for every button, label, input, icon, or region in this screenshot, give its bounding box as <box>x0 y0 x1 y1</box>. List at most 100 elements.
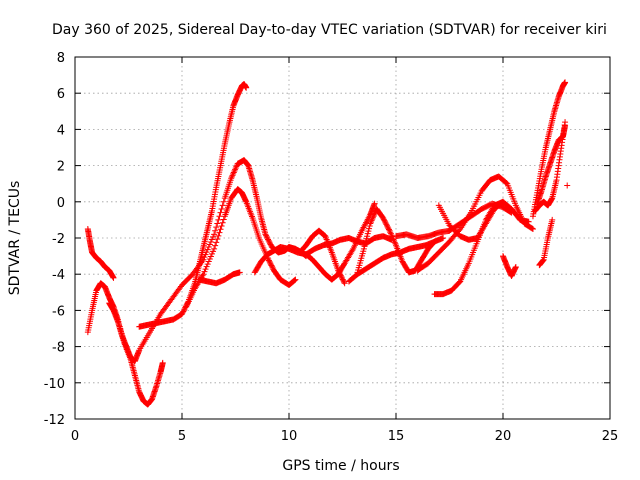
data-point-marker <box>291 277 298 284</box>
series-arc-5 <box>183 186 299 310</box>
y-tick-label: -8 <box>52 341 65 356</box>
data-point-marker <box>200 271 207 278</box>
chart-title: Day 360 of 2025, Sidereal Day-to-day VTE… <box>52 22 607 38</box>
data-point-marker <box>368 217 375 224</box>
y-tick-label: 8 <box>57 51 65 66</box>
data-point-marker <box>525 218 532 225</box>
data-point-marker <box>385 226 392 233</box>
data-point-marker <box>339 275 346 282</box>
data-point-marker <box>367 220 374 227</box>
data-point-marker <box>389 235 396 241</box>
data-point-marker <box>363 235 370 242</box>
data-point-marker <box>159 359 166 366</box>
data-point-marker <box>110 274 117 281</box>
data-point-marker <box>387 229 394 236</box>
data-point-marker <box>369 216 376 223</box>
data-point-marker <box>385 225 392 232</box>
data-point-marker <box>392 240 399 247</box>
data-point-marker <box>384 223 391 230</box>
data-point-marker <box>382 218 389 225</box>
data-point-marker <box>391 237 398 244</box>
data-point-marker <box>262 231 269 238</box>
data-point-marker <box>218 206 225 213</box>
data-point-marker <box>380 215 387 222</box>
data-point-marker <box>220 198 227 205</box>
data-point-marker <box>215 216 222 223</box>
data-point-marker <box>208 250 215 257</box>
data-point-marker <box>380 216 387 223</box>
grid-lines <box>75 57 610 419</box>
data-point-marker <box>219 202 226 209</box>
data-point-marker <box>371 200 378 207</box>
data-point-marker <box>236 269 243 276</box>
data-point-marker <box>500 198 506 205</box>
data-point-marker <box>211 245 218 252</box>
series-arc-20 <box>536 216 556 269</box>
data-point-marker <box>212 242 219 249</box>
axis-ticks: 0 5 10 15 20 25 -12 -10 -8 -6 -4 -2 0 2 4 6 8 <box>44 51 619 444</box>
data-point-marker <box>216 229 223 236</box>
data-point-marker <box>266 238 273 245</box>
data-point-marker <box>201 268 208 275</box>
data-point-marker <box>220 216 227 223</box>
data-point-marker <box>549 216 556 223</box>
data-point-marker <box>266 240 273 247</box>
data-point-marker <box>512 263 519 270</box>
data-point-marker <box>340 261 347 268</box>
x-axis-label: GPS time / hours <box>282 458 399 474</box>
data-point-marker <box>370 213 377 220</box>
data-point-marker <box>210 233 217 240</box>
data-point-marker <box>210 248 217 255</box>
x-tick-label: 0 <box>71 429 79 444</box>
data-point-marker <box>208 236 215 243</box>
data-point-marker <box>338 273 345 280</box>
data-point-marker <box>341 280 348 287</box>
data-point-marker <box>207 253 214 260</box>
x-tick-label: 20 <box>495 429 512 444</box>
data-point-marker <box>265 256 272 263</box>
data-point-marker <box>339 276 346 283</box>
data-point-marker <box>207 238 214 245</box>
data-point-marker <box>205 258 212 265</box>
data-point-marker <box>228 173 235 180</box>
series-arc-11 <box>345 235 447 285</box>
series-arc-12 <box>393 200 515 241</box>
data-point-marker <box>388 232 395 239</box>
data-point-marker <box>231 168 238 175</box>
data-point-marker <box>268 262 275 269</box>
data-point-marker <box>217 226 224 233</box>
data-point-marker <box>264 235 271 242</box>
y-tick-label: -2 <box>52 232 65 247</box>
data-point-marker <box>211 231 218 238</box>
data-point-marker <box>266 258 273 265</box>
data-point-marker <box>362 240 369 247</box>
data-point-marker <box>529 225 536 232</box>
x-tick-label: 15 <box>388 429 405 444</box>
x-tick-label: 5 <box>178 429 186 444</box>
data-point-marker <box>203 263 210 270</box>
data-point-marker <box>364 230 371 237</box>
y-tick-label: -12 <box>44 413 65 428</box>
data-point-marker <box>562 79 569 86</box>
data-point-marker <box>206 255 213 262</box>
data-point-marker <box>218 223 225 230</box>
data-point-marker <box>233 163 240 170</box>
data-point-marker <box>179 309 186 316</box>
data-point-marker <box>180 307 187 314</box>
data-point-marker <box>214 236 221 243</box>
series-arc-13 <box>414 173 536 274</box>
data-point-marker <box>381 217 388 224</box>
series-arc-3 <box>106 157 310 365</box>
y-tick-label: -10 <box>44 377 65 392</box>
data-point-marker <box>390 236 397 243</box>
data-point-marker <box>361 243 368 250</box>
data-point-marker <box>205 244 212 251</box>
data-point-marker <box>383 221 390 228</box>
data-point-marker <box>386 227 393 234</box>
data-point-marker <box>202 266 209 273</box>
data-point-marker <box>364 233 371 240</box>
series-arc-19 <box>534 122 569 207</box>
data-point-marker <box>265 257 272 264</box>
data-point-marker <box>369 214 376 221</box>
